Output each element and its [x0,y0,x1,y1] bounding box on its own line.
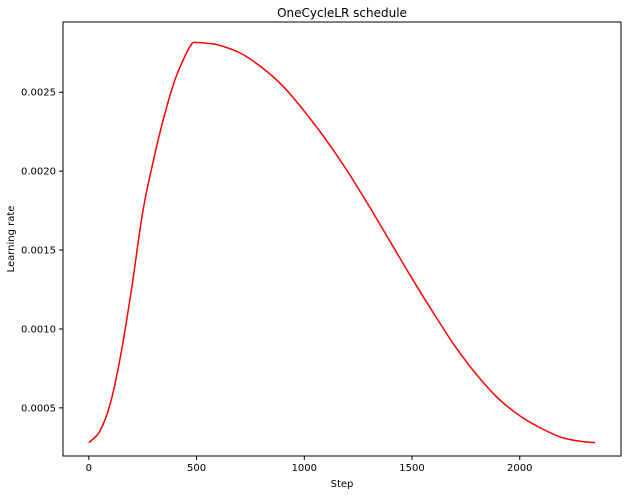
y-axis-ticks: 0.0005 0.0010 0.0015 0.0020 0.0025 [21,88,63,414]
x-axis-ticks: 0 500 1000 1500 2000 [86,456,532,474]
y-axis-label: Learning rate [6,206,17,273]
y-tick-label: 0.0020 [21,167,56,178]
x-tick-label: 1500 [399,463,424,474]
chart-title: OneCycleLR schedule [277,6,407,20]
x-tick-label: 1000 [292,463,317,474]
x-axis-label: Step [331,479,354,490]
y-tick-label: 0.0005 [21,403,56,414]
plot-frame [62,21,622,457]
y-tick-label: 0.0010 [21,324,56,335]
x-tick-label: 2000 [507,463,532,474]
y-tick-label: 0.0015 [21,246,56,257]
x-tick-label: 500 [187,463,206,474]
y-tick-label: 0.0025 [21,88,56,99]
series-line [88,41,596,444]
x-tick-label: 0 [86,463,92,474]
